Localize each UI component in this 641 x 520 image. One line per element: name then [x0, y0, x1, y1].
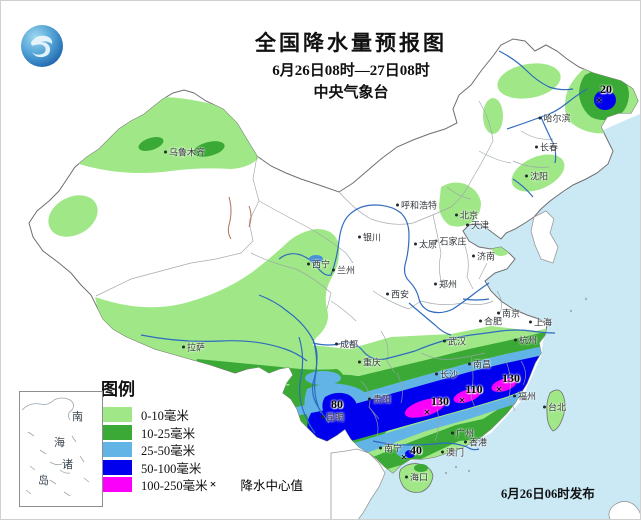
center-value-note: 降水中心值 — [240, 479, 304, 494]
city-label: 广州 — [450, 429, 474, 439]
legend-label: 50-100毫米 — [141, 461, 202, 476]
publish-time: 6月26日06时发布 — [501, 487, 595, 501]
city-label: 南昌 — [467, 360, 491, 370]
city-label: 上海 — [528, 318, 552, 328]
legend-row: 10-25毫米 — [101, 424, 361, 442]
city-label: 合肥 — [478, 317, 502, 327]
legend-label: 25-50毫米 — [141, 444, 196, 459]
city-label: 西安 — [385, 290, 409, 300]
seasonal-rivers — [227, 196, 252, 240]
city-label: 海口 — [404, 473, 428, 483]
city-label: 南宁 — [378, 444, 402, 454]
city-label: 重庆 — [357, 358, 381, 368]
city-label: 银川 — [357, 233, 381, 243]
city-label: 沈阳 — [524, 172, 548, 182]
rivers — [140, 50, 588, 451]
south-china-sea-inset: 南海诸岛 — [19, 391, 103, 507]
city-label: 澳门 — [440, 448, 464, 458]
legend-row: 100-250毫米 × 降水中心值 — [101, 476, 361, 494]
legend-row: 0-10毫米 — [101, 406, 361, 424]
inset-sea-char: 海 — [54, 437, 65, 449]
city-label: 长沙 — [434, 370, 458, 380]
province-boundaries — [95, 100, 554, 442]
precip-center-mark: × — [423, 405, 431, 419]
inset-sea-char: 南 — [72, 411, 83, 423]
haikou-rain-patch — [414, 464, 428, 472]
agency-name: 中央气象台 — [313, 85, 389, 101]
city-label: 石家庄 — [434, 237, 467, 247]
legend-swatch — [101, 459, 132, 475]
forecast-period: 6月26日08时—27日08时 — [272, 63, 430, 79]
city-label: 济南 — [471, 252, 495, 262]
legend-label: 100-250毫米 — [141, 479, 208, 494]
vietnam-land — [330, 448, 386, 519]
city-label: 哈尔滨 — [538, 114, 571, 124]
precip-center-value: 40 — [410, 443, 422, 457]
city-label: 郑州 — [433, 280, 457, 290]
small-islands — [444, 297, 588, 475]
city-label: 西宁 — [306, 260, 330, 270]
inset-sea-char: 诸 — [62, 459, 73, 471]
city-label: 长春 — [534, 143, 558, 153]
city-label: 贵阳 — [367, 395, 391, 405]
precip-center-value: 20 — [600, 82, 612, 96]
city-label: 昆明 — [320, 413, 344, 423]
legend: 图例 0-10毫米 10-25毫米 25-50毫米 50-100毫米 100-250毫米… — [101, 375, 361, 494]
precip-center-mark: × — [458, 393, 466, 407]
legend-swatch — [101, 442, 132, 458]
precip-center-mark: × — [595, 93, 603, 107]
legend-row: 50-100毫米 — [101, 459, 361, 477]
inset-sea-char: 岛 — [38, 475, 49, 487]
city-label: 香港 — [463, 438, 487, 448]
legend-title: 图例 — [101, 380, 135, 399]
city-label: 太原 — [413, 240, 437, 250]
city-label: 台北 — [542, 403, 566, 413]
luzon-land — [608, 501, 640, 519]
precip-center-mark: × — [400, 450, 408, 464]
precip-center-value: 110 — [465, 382, 483, 396]
legend-rows: 0-10毫米 10-25毫米 25-50毫米 50-100毫米 100-250毫米 × 降水… — [101, 406, 361, 494]
page-title: 全国降水量预报图 — [255, 31, 447, 55]
city-label: 乌鲁木齐 — [163, 148, 205, 158]
city-label: 兰州 — [331, 266, 355, 276]
sea-area — [353, 113, 640, 519]
city-label: 杭州 — [513, 336, 537, 346]
legend-swatch — [101, 477, 132, 493]
city-label: 武汉 — [442, 337, 466, 347]
logo-swirl-icon — [31, 35, 53, 58]
korea-land — [530, 210, 559, 264]
city-label: 北京 — [454, 211, 478, 221]
qinghai-lake — [309, 255, 323, 263]
precip-center-value: 130 — [431, 394, 449, 408]
inset-coastline — [21, 397, 90, 497]
legend-label: 10-25毫米 — [141, 426, 196, 441]
city-label: 福州 — [512, 392, 536, 402]
city-label: 成都 — [334, 340, 358, 350]
city-label: 拉萨 — [181, 343, 205, 353]
cma-logo — [21, 25, 63, 67]
legend-swatch — [101, 407, 132, 423]
legend-label: 0-10毫米 — [141, 409, 189, 424]
legend-swatch — [101, 424, 132, 440]
legend-row: 25-50毫米 — [101, 441, 361, 459]
city-label: 呼和浩特 — [395, 201, 437, 211]
precip-center-value: 80 — [331, 397, 343, 411]
precip-center-value: 130 — [502, 371, 520, 385]
city-label: 南京 — [496, 309, 520, 319]
taiwan-island — [546, 389, 566, 432]
center-value-mark: × — [209, 477, 217, 492]
city-label: 天津 — [465, 221, 489, 231]
precip-center-mark: × — [495, 382, 503, 396]
